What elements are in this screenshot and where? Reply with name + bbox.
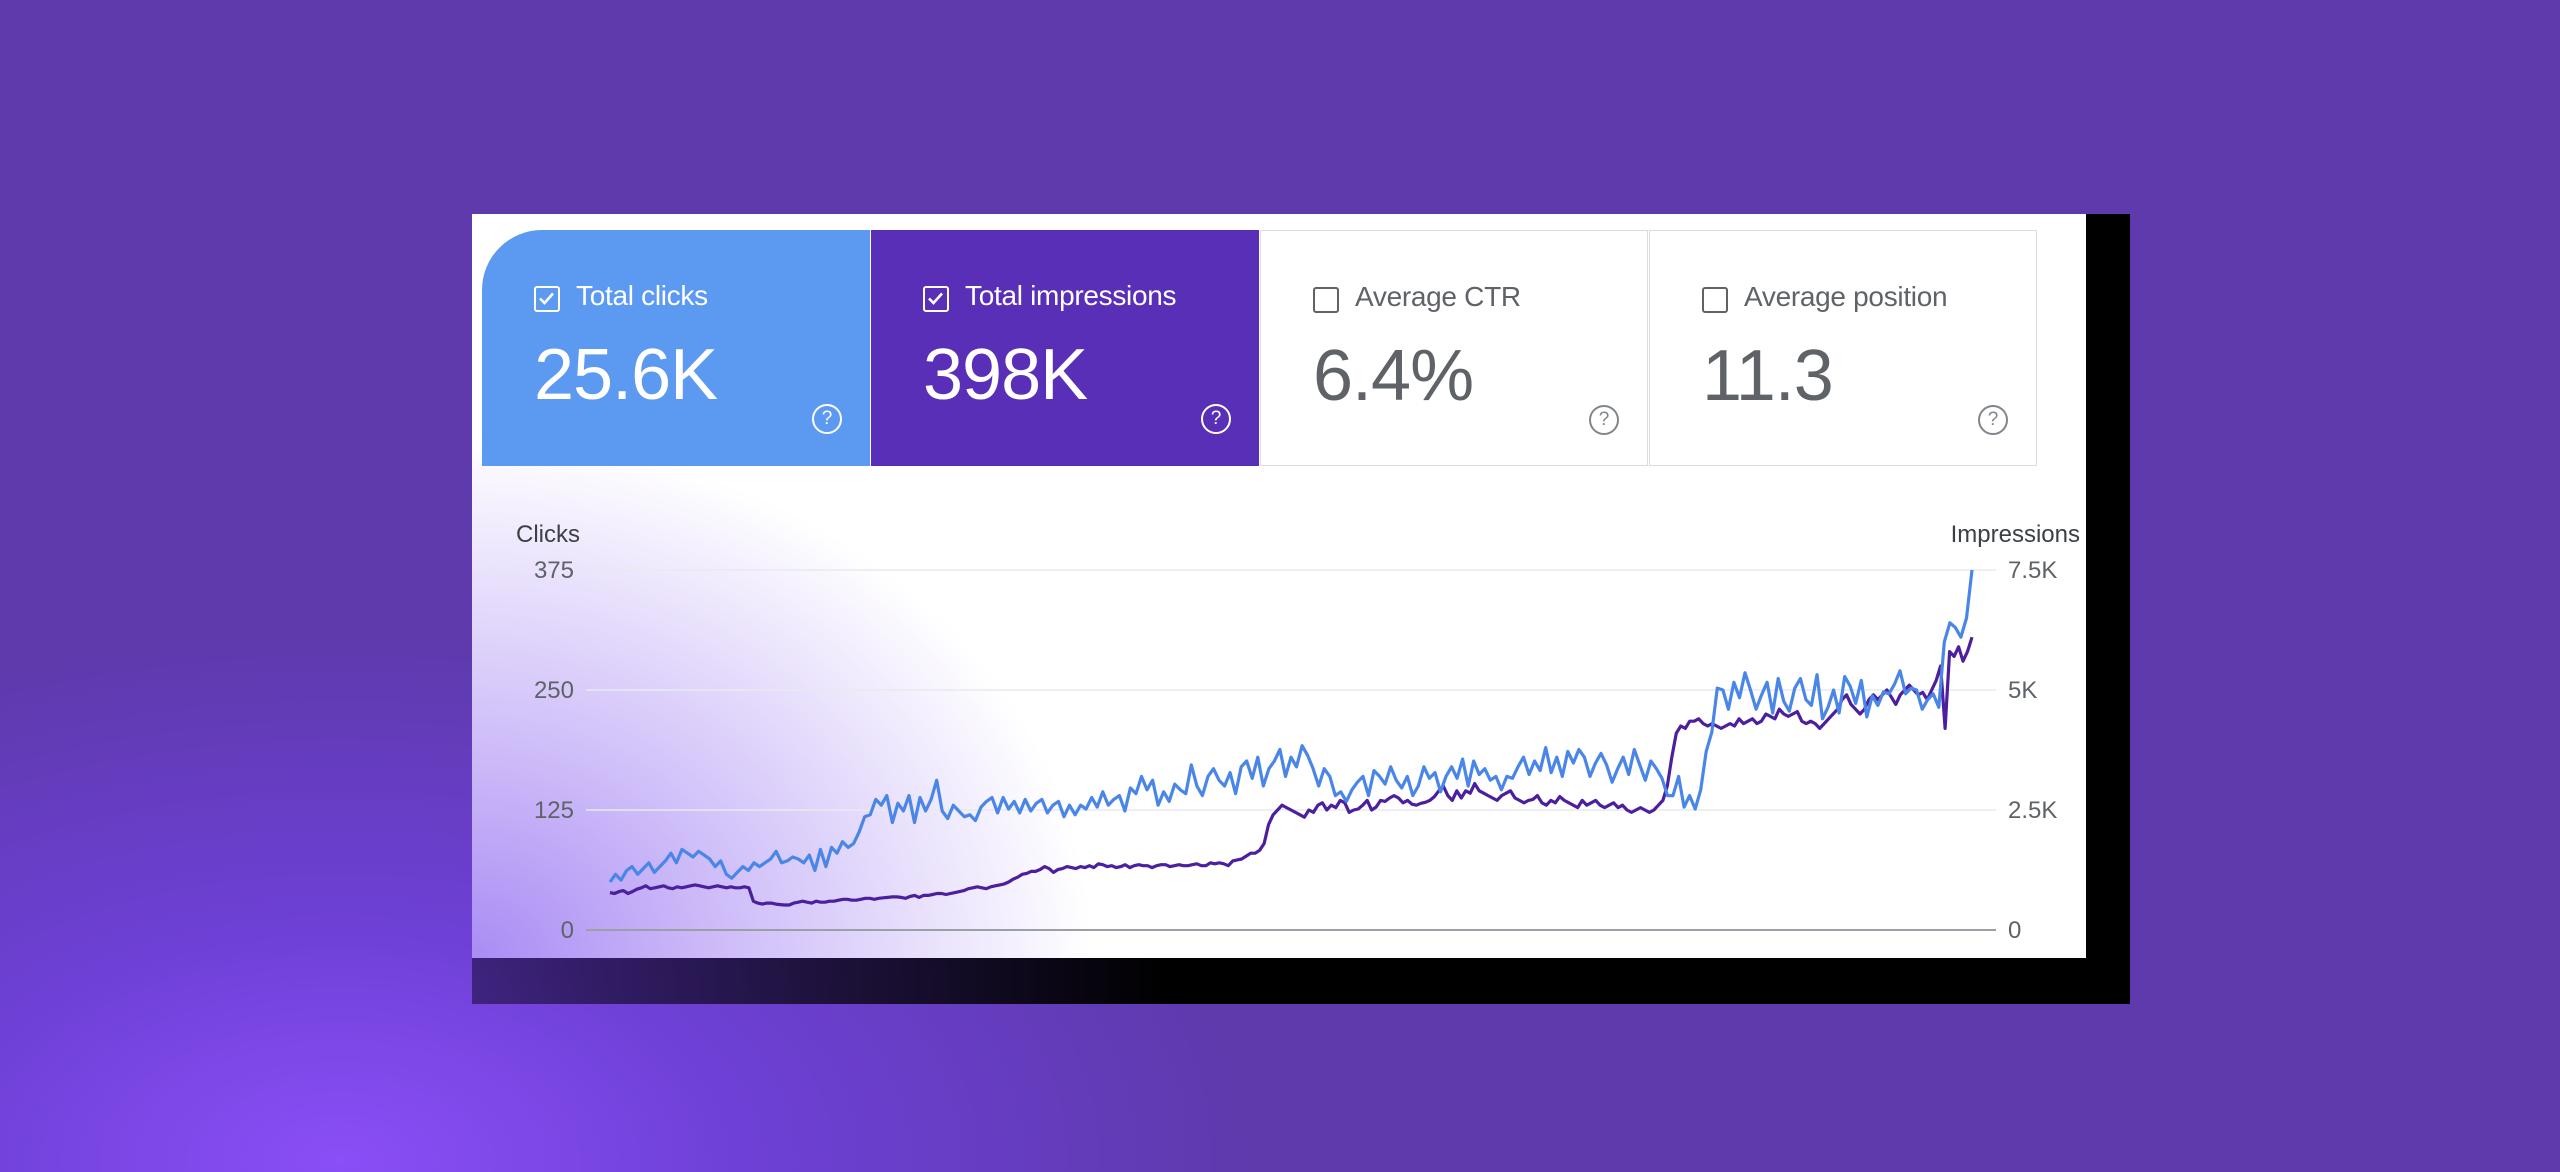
performance-panel: Total clicks 25.6K ? Total impressions 3… (472, 214, 2086, 958)
help-icon[interactable]: ? (1201, 404, 1231, 434)
check-icon (539, 292, 554, 305)
metric-label: Total clicks (576, 280, 708, 311)
metric-label: Total impressions (965, 280, 1177, 311)
y-right-ticks: 7.5K 5K 2.5K 0 (2008, 557, 2057, 944)
help-icon[interactable]: ? (1978, 405, 2008, 435)
series-line-total-clicks (608, 569, 1974, 883)
y-left-ticks: 375 250 125 0 (534, 557, 574, 944)
checkbox-total-clicks[interactable] (534, 286, 560, 312)
metric-label: Average position (1744, 281, 1948, 312)
chart-lines (608, 569, 1974, 907)
help-icon[interactable]: ? (1589, 405, 1619, 435)
metric-card-average-position[interactable]: Average position 11.3 ? (1649, 230, 2037, 466)
performance-chart: Clicks Impressions 375 250 125 0 7.5K 5K 2.5K… (516, 521, 2080, 944)
y-left-axis-title: Clicks (516, 521, 580, 548)
check-icon (928, 292, 943, 305)
y-right-tick-label: 0 (2008, 917, 2021, 944)
metric-card-total-impressions[interactable]: Total impressions 398K ? (871, 230, 1259, 466)
metric-value: 11.3 (1702, 336, 1834, 416)
y-left-tick-label: 0 (561, 917, 574, 944)
metric-card-total-clicks[interactable]: Total clicks 25.6K ? (482, 230, 870, 466)
checkbox-total-impressions[interactable] (923, 286, 949, 312)
metric-value: 25.6K (534, 335, 718, 415)
series-line-total-impressions (609, 636, 1974, 907)
metric-value: 398K (923, 335, 1088, 415)
y-right-tick-label: 7.5K (2008, 557, 2057, 584)
y-right-tick-label: 2.5K (2008, 797, 2057, 824)
chart-grid (586, 569, 1996, 931)
checkbox-average-position[interactable] (1702, 287, 1728, 313)
checkbox-average-ctr[interactable] (1313, 287, 1339, 313)
y-left-tick-label: 250 (534, 677, 574, 704)
metric-card-average-ctr[interactable]: Average CTR 6.4% ? (1260, 230, 1648, 466)
help-icon[interactable]: ? (812, 404, 842, 434)
y-left-tick-label: 375 (534, 557, 574, 584)
y-right-axis-title: Impressions (1951, 521, 2080, 548)
y-left-tick-label: 125 (534, 797, 574, 824)
metric-label: Average CTR (1355, 281, 1521, 312)
metric-value: 6.4% (1313, 336, 1474, 416)
y-right-tick-label: 5K (2008, 677, 2037, 704)
